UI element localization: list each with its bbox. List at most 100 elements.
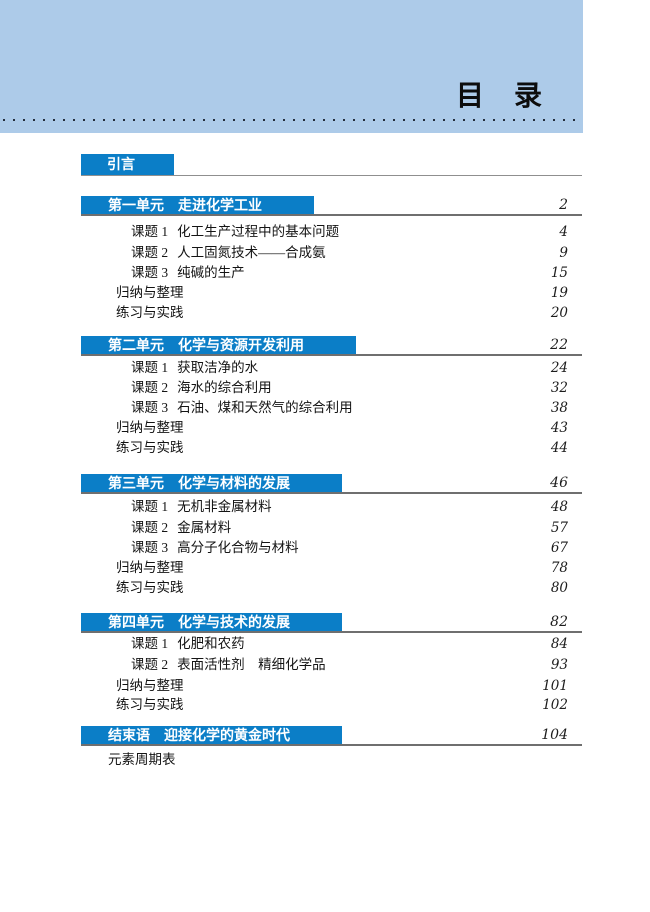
item-page-number: 15 [550,265,568,281]
toc-item: 课题 1 获取洁净的水 24 [81,358,582,378]
toc-item: 课题 3 纯碱的生产 15 [81,263,582,283]
unit-banner: 第三单元 化学与材料的发展 [81,474,342,492]
closing-title: 迎接化学的黄金时代 [164,727,290,743]
toc-item: 练习与实践 44 [81,438,582,458]
unit-title: 走进化学工业 [178,197,262,213]
topic-title: 金属材料 [177,520,232,535]
unit-page-number: 22 [550,337,568,353]
topic-label: 课题 2 [131,380,169,395]
topic-label: 课题 2 [131,520,169,535]
item-page-number: 24 [550,360,568,376]
item-page-number: 9 [559,245,568,261]
item-page-number: 38 [550,400,568,416]
topic-title: 无机非金属材料 [177,499,272,514]
appendix-row: 元素周期表 [81,750,582,770]
topic-title: 化肥和农药 [177,636,245,651]
topic-title: 归纳与整理 [116,560,184,575]
topic-title: 归纳与整理 [116,420,184,435]
topic-title: 归纳与整理 [116,678,184,693]
page-title: 目 录 [456,79,544,112]
item-page-number: 32 [550,380,568,396]
item-page-number: 20 [550,305,568,321]
item-page-number: 43 [550,420,568,436]
item-page-number: 4 [559,224,568,240]
item-page-number: 93 [550,657,568,673]
unit-banner: 第二单元 化学与资源开发利用 [81,336,356,354]
toc-item: 归纳与整理 101 [81,676,582,696]
unit-title: 化学与资源开发利用 [178,337,304,353]
unit-label: 第三单元 [108,475,164,491]
unit-banner: 第四单元 化学与技术的发展 [81,613,342,631]
intro-row: 引言 [81,154,582,176]
intro-banner: 引言 [81,154,174,175]
item-page-number: 101 [542,678,568,694]
toc-item: 归纳与整理 78 [81,558,582,578]
unit-banner: 第一单元 走进化学工业 [81,196,314,214]
topic-title: 练习与实践 [116,440,184,455]
topic-title: 练习与实践 [116,697,184,712]
unit-row: 第三单元 化学与材料的发展 46 [81,474,582,494]
toc-item: 课题 2 海水的综合利用 32 [81,378,582,398]
toc-item: 课题 1 化工生产过程中的基本问题 4 [81,222,582,242]
topic-title: 练习与实践 [116,580,184,595]
closing-label: 结束语 [108,727,150,743]
toc-item: 课题 3 石油、煤和天然气的综合利用 38 [81,398,582,418]
item-page-number: 44 [550,440,568,456]
toc-item: 归纳与整理 19 [81,283,582,303]
toc-item: 课题 1 无机非金属材料 48 [81,497,582,517]
unit-title: 化学与材料的发展 [178,475,290,491]
item-page-number: 80 [550,580,568,596]
topic-label: 课题 3 [131,400,169,415]
topic-title: 练习与实践 [116,305,184,320]
toc-item: 课题 2 金属材料 57 [81,518,582,538]
unit-page-number: 2 [559,197,568,213]
topic-label: 课题 1 [131,499,169,514]
unit-row: 第一单元 走进化学工业 2 [81,196,582,216]
item-page-number: 102 [542,697,568,713]
unit-page-number: 82 [550,614,568,630]
topic-title: 纯碱的生产 [177,265,245,280]
unit-page-number: 46 [550,475,568,491]
toc-item: 归纳与整理 43 [81,418,582,438]
topic-label: 课题 1 [131,224,169,239]
closing-page-number: 104 [541,727,568,743]
topic-title: 获取洁净的水 [177,360,259,375]
unit-label: 第一单元 [108,197,164,213]
closing-banner: 结束语 迎接化学的黄金时代 [81,726,342,744]
item-page-number: 19 [550,285,568,301]
unit-label: 第二单元 [108,337,164,353]
unit-label: 第四单元 [108,614,164,630]
topic-label: 课题 3 [131,265,169,280]
topic-label: 课题 1 [131,636,169,651]
topic-title: 归纳与整理 [116,285,184,300]
topic-label: 课题 2 [131,657,169,672]
toc-item: 课题 3 高分子化合物与材料 67 [81,538,582,558]
unit-title: 化学与技术的发展 [178,614,290,630]
topic-label: 课题 2 [131,245,169,260]
appendix-label: 元素周期表 [108,752,176,767]
item-page-number: 78 [550,560,568,576]
topic-title: 化工生产过程中的基本问题 [177,224,340,239]
topic-title: 高分子化合物与材料 [177,540,299,555]
topic-label: 课题 3 [131,540,169,555]
toc-item: 课题 1 化肥和农药 84 [81,634,582,654]
item-page-number: 48 [550,499,568,515]
dotted-rule [3,119,580,121]
topic-title: 人工固氮技术——合成氨 [177,245,326,260]
item-page-number: 57 [550,520,568,536]
topic-title: 海水的综合利用 [177,380,272,395]
topic-title: 表面活性剂 精细化学品 [177,657,326,672]
topic-label: 课题 1 [131,360,169,375]
toc-item: 练习与实践 102 [81,695,582,715]
toc-item: 课题 2 表面活性剂 精细化学品 93 [81,655,582,675]
header-band: 目 录 [0,0,583,133]
closing-row: 结束语 迎接化学的黄金时代 104 [81,726,582,746]
unit-row: 第二单元 化学与资源开发利用 22 [81,336,582,356]
toc-item: 课题 2 人工固氮技术——合成氨 9 [81,243,582,263]
topic-title: 石油、煤和天然气的综合利用 [177,400,353,415]
intro-label: 引言 [107,156,135,172]
toc-item: 练习与实践 20 [81,303,582,323]
toc-item: 练习与实践 80 [81,578,582,598]
item-page-number: 84 [550,636,568,652]
